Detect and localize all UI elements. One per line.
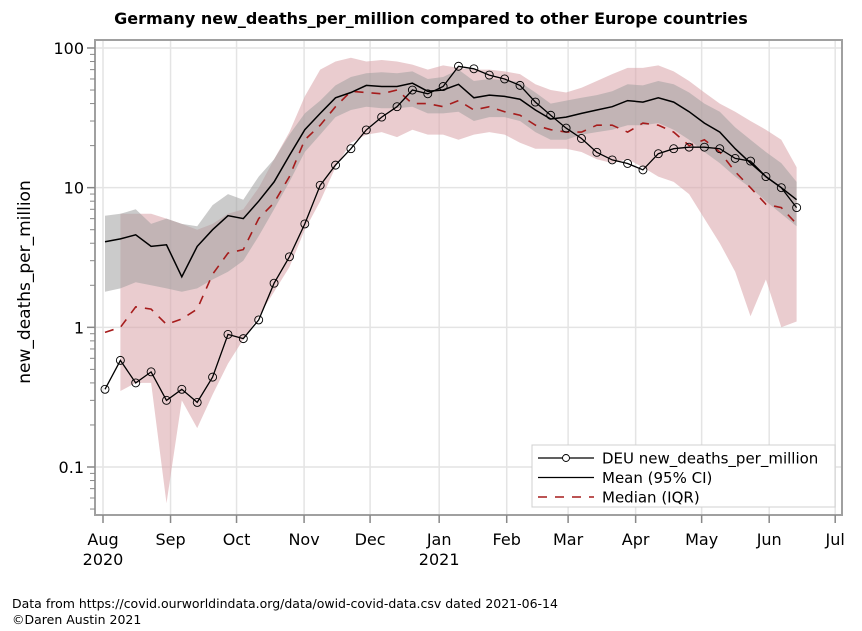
deu-point [530, 97, 540, 107]
deu-point [699, 142, 709, 152]
deu-point [315, 180, 325, 190]
x-tick-label: Nov [288, 530, 319, 549]
deu-point [746, 156, 755, 166]
footer-source: Data from https://covid.ourworldindata.o… [12, 596, 558, 611]
deu-line [104, 65, 798, 404]
x-tick-label: Jan [426, 530, 452, 549]
x-tick-sublabel: 2020 [83, 550, 124, 569]
deu-point [623, 159, 633, 168]
deu-point [423, 89, 433, 99]
x-tick-label: Sep [155, 530, 185, 549]
deu-point [638, 165, 648, 175]
legend-label: Mean (95% CI) [602, 469, 712, 487]
median-line [104, 89, 798, 334]
x-tick-label: Jul [825, 530, 845, 549]
y-axis-label: new_deaths_per_million [15, 180, 35, 383]
deu-point [776, 183, 786, 193]
deu-point [284, 252, 294, 262]
deu-point [407, 85, 417, 95]
deu-point [100, 384, 110, 394]
deu-point [469, 64, 479, 74]
ci-band [105, 69, 797, 292]
deu-point [730, 153, 740, 163]
x-tick-label: May [685, 530, 718, 549]
deu-point [715, 144, 725, 154]
x-tick-label: Mar [553, 530, 584, 549]
deu-point [346, 144, 356, 154]
deu-point [592, 147, 602, 157]
deu-point [254, 315, 264, 325]
deu-point [484, 70, 494, 80]
deu-point [115, 355, 125, 365]
footer-copyright: ©Daren Austin 2021 [12, 612, 142, 627]
deu-point [392, 102, 402, 112]
deu-point [546, 110, 556, 120]
deu-point [377, 112, 387, 122]
x-tick-label: Aug [87, 530, 118, 549]
deu-point [792, 203, 802, 213]
deu-point [162, 395, 171, 405]
deu-point [684, 142, 694, 152]
legend-label: Median (IQR) [602, 489, 700, 507]
mean-line [104, 82, 798, 279]
legend-swatch-circle [562, 454, 570, 462]
legend-label: DEU new_deaths_per_million [602, 450, 818, 469]
deu-point [146, 367, 156, 377]
deu-point [561, 123, 571, 133]
x-tick-label: Jun [756, 530, 782, 549]
y-tick-label: 10 [64, 179, 84, 198]
deu-point [361, 125, 371, 135]
deu-point [208, 372, 218, 382]
deu-point [238, 334, 248, 344]
deu-point [653, 149, 663, 159]
x-tick-label: Dec [355, 530, 386, 549]
deu-point [269, 278, 279, 288]
x-tick-sublabel: 2021 [419, 550, 460, 569]
deu-point [131, 378, 141, 388]
deu-point [500, 74, 510, 84]
deu-point [761, 172, 771, 182]
y-tick-label: 0.1 [59, 458, 84, 477]
deu-point [192, 397, 202, 407]
x-tick-label: Apr [622, 530, 650, 549]
deu-point [669, 144, 679, 154]
series-lines [100, 61, 802, 407]
plot-frame [94, 39, 843, 516]
x-tick-label: Feb [493, 530, 521, 549]
deu-point [177, 384, 187, 394]
deu-point [331, 160, 340, 170]
deu-point [223, 329, 233, 339]
deu-point [607, 155, 617, 165]
chart-title: Germany new_deaths_per_million compared … [114, 9, 748, 28]
x-tick-label: Oct [223, 530, 251, 549]
deu-point [577, 134, 586, 143]
deu-point [300, 219, 310, 229]
legend-box [531, 444, 836, 508]
deu-point [454, 61, 463, 71]
y-tick-label: 100 [53, 39, 84, 58]
y-tick-label: 1 [74, 318, 84, 337]
deu-point [515, 80, 525, 90]
deu-point [438, 82, 448, 91]
bands [105, 57, 797, 504]
